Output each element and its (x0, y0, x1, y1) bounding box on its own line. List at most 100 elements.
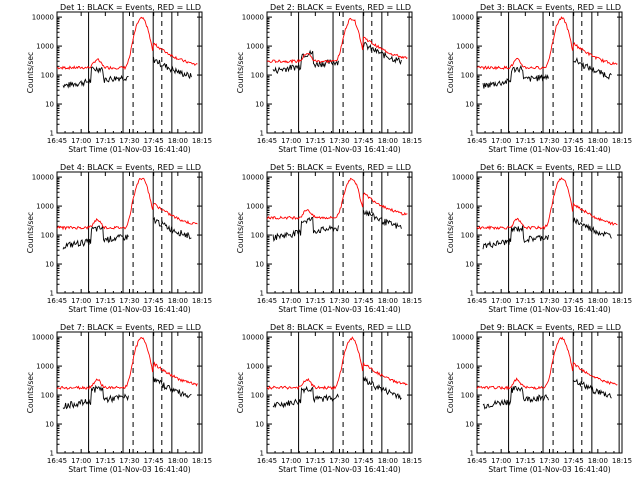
series-red-lld (476, 16, 618, 71)
series-red-lld (476, 336, 618, 391)
x-tick-label: 17:00 (491, 137, 511, 145)
y-tick-label: 100 (461, 392, 474, 400)
x-tick-label: 17:00 (491, 457, 511, 465)
x-axis-label: Start Time (01-Nov-03 16:41:40) (68, 305, 190, 314)
y-tick-label: 10 (465, 101, 474, 109)
x-tick-label: 17:00 (281, 297, 301, 305)
x-tick-label: 17:30 (329, 137, 349, 145)
series-red-lld (56, 336, 198, 390)
panel-title: Det 7: BLACK = Events, RED = LLD (60, 323, 201, 332)
panel-title: Det 3: BLACK = Events, RED = LLD (480, 3, 621, 12)
series-black-events (62, 56, 192, 89)
y-tick-label: 10000 (32, 174, 54, 182)
y-axis-label: Counts/sec (236, 212, 245, 253)
y-axis-label: Counts/sec (446, 52, 455, 93)
y-axis-label: Counts/sec (26, 372, 35, 413)
x-tick-label: 17:30 (329, 457, 349, 465)
y-tick-label: 1000 (36, 203, 54, 211)
series-black-events (482, 217, 612, 250)
x-tick-label: 18:15 (192, 297, 212, 305)
y-tick-label: 10000 (452, 334, 474, 342)
y-tick-label: 10 (255, 421, 264, 429)
x-tick-label: 17:45 (564, 457, 584, 465)
series-black-events (272, 209, 402, 242)
x-tick-label: 18:15 (612, 457, 632, 465)
x-tick-label: 17:00 (491, 297, 511, 305)
x-tick-label: 17:00 (281, 137, 301, 145)
series-red-lld (476, 177, 618, 231)
y-axis-label: Counts/sec (446, 372, 455, 413)
y-tick-label: 1 (260, 450, 264, 458)
x-axis-label: Start Time (01-Nov-03 16:41:40) (68, 465, 190, 474)
x-tick-label: 16:45 (47, 297, 67, 305)
y-tick-label: 1000 (246, 43, 264, 51)
y-tick-label: 10 (255, 261, 264, 269)
y-axis-label: Counts/sec (236, 372, 245, 413)
x-tick-label: 16:45 (467, 137, 487, 145)
x-tick-label: 17:30 (539, 137, 559, 145)
x-tick-label: 17:00 (71, 457, 91, 465)
panel-title: Det 2: BLACK = Events, RED = LLD (270, 3, 411, 12)
x-tick-label: 17:45 (564, 137, 584, 145)
panel-det-3: Det 3: BLACK = Events, RED = LLD 16:45 17:… (446, 3, 632, 154)
y-tick-label: 10000 (242, 14, 264, 22)
x-tick-label: 16:45 (257, 297, 277, 305)
y-tick-label: 1000 (456, 203, 474, 211)
x-axis-label: Start Time (01-Nov-03 16:41:40) (488, 145, 610, 154)
x-tick-label: 18:15 (402, 457, 422, 465)
x-tick-label: 17:45 (564, 297, 584, 305)
x-tick-label: 17:45 (144, 457, 164, 465)
x-tick-label: 18:15 (612, 137, 632, 145)
panel-title: Det 6: BLACK = Events, RED = LLD (480, 163, 621, 172)
x-tick-label: 18:15 (402, 137, 422, 145)
plot-frame (266, 171, 413, 294)
y-tick-label: 1 (50, 130, 54, 138)
x-tick-label: 18:15 (402, 297, 422, 305)
x-tick-label: 17:15 (95, 297, 115, 305)
plot-frame (266, 11, 413, 134)
x-tick-label: 17:45 (354, 297, 374, 305)
x-tick-label: 16:45 (47, 137, 67, 145)
x-tick-label: 16:45 (467, 457, 487, 465)
series-black-events (272, 375, 402, 409)
y-tick-label: 100 (41, 72, 54, 80)
x-tick-label: 17:15 (305, 457, 325, 465)
y-tick-label: 1000 (246, 203, 264, 211)
x-tick-label: 18:00 (378, 297, 398, 305)
x-axis-label: Start Time (01-Nov-03 16:41:40) (278, 465, 400, 474)
y-tick-label: 1 (50, 290, 54, 298)
x-tick-label: 17:15 (515, 297, 535, 305)
x-tick-label: 17:15 (95, 137, 115, 145)
x-tick-label: 16:45 (257, 457, 277, 465)
series-red-lld (266, 336, 408, 390)
x-tick-label: 17:00 (281, 457, 301, 465)
y-tick-label: 10 (45, 101, 54, 109)
x-tick-label: 18:00 (378, 137, 398, 145)
panel-title: Det 1: BLACK = Events, RED = LLD (60, 3, 201, 12)
x-axis-label: Start Time (01-Nov-03 16:41:40) (278, 145, 400, 154)
y-tick-label: 100 (461, 72, 474, 80)
panel-det-4: Det 4: BLACK = Events, RED = LLD 16:45 17:… (26, 163, 212, 314)
x-tick-label: 17:45 (354, 457, 374, 465)
y-tick-label: 1 (470, 130, 474, 138)
panel-det-8: Det 8: BLACK = Events, RED = LLD 16:45 17:… (236, 323, 422, 474)
x-axis-label: Start Time (01-Nov-03 16:41:40) (488, 305, 610, 314)
x-tick-label: 17:30 (539, 457, 559, 465)
series-black-events (482, 56, 612, 89)
y-tick-label: 10 (465, 421, 474, 429)
y-tick-label: 10000 (242, 334, 264, 342)
x-tick-label: 17:30 (119, 457, 139, 465)
x-tick-label: 17:15 (515, 137, 535, 145)
y-tick-label: 1000 (246, 363, 264, 371)
y-tick-label: 100 (41, 392, 54, 400)
y-tick-label: 100 (251, 232, 264, 240)
y-tick-label: 100 (251, 392, 264, 400)
plot-frame (56, 11, 203, 134)
y-tick-label: 1000 (456, 43, 474, 51)
y-tick-label: 1000 (456, 363, 474, 371)
x-tick-label: 17:15 (95, 457, 115, 465)
y-tick-label: 10 (255, 101, 264, 109)
panel-det-6: Det 6: BLACK = Events, RED = LLD 16:45 17:… (446, 163, 632, 314)
panel-det-9: Det 9: BLACK = Events, RED = LLD 16:45 17:… (446, 323, 632, 474)
